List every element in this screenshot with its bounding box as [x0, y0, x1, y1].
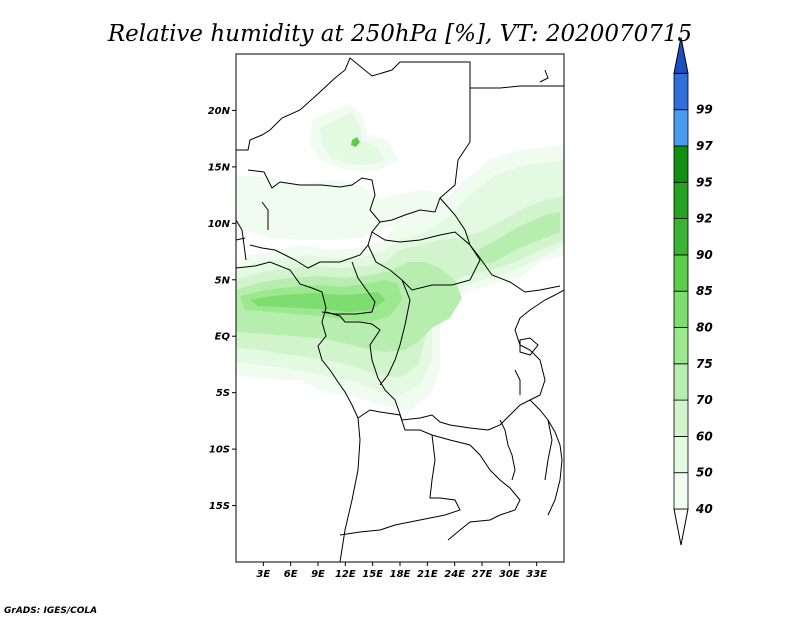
lon-tick-label: 24E	[444, 569, 465, 580]
lon-tick-label: 21E	[417, 569, 438, 580]
colorbar-label: 50	[696, 466, 713, 480]
border-car	[367, 231, 481, 291]
colorbar-label: 40	[695, 502, 713, 516]
colorbar-label: 99	[696, 103, 713, 117]
colorbar-label: 95	[696, 175, 713, 189]
colorbar-label: 92	[696, 212, 713, 226]
lon-tick-label: 6E	[284, 569, 298, 580]
grads-credit: GrADS: IGES/COLA	[4, 606, 97, 616]
rh-region-85	[351, 137, 360, 147]
colorbar-swatch	[673, 145, 689, 183]
colorbar-high-arrow	[673, 37, 689, 74]
colorbar-swatch	[673, 218, 689, 256]
border-cameroon	[321, 261, 376, 315]
lon-tick-label: 18E	[390, 569, 411, 580]
lon-tick-label: 3E	[256, 569, 270, 580]
lon-tick-label: 9E	[311, 569, 325, 580]
lon-tick-label: 12E	[335, 569, 356, 580]
border-north	[236, 57, 471, 151]
border-niger-nigeria	[247, 169, 381, 269]
lat-tick-label: 5S	[216, 388, 230, 399]
border-lakes	[499, 337, 553, 481]
border-drc-east	[379, 279, 411, 386]
border-tanzania	[529, 399, 563, 516]
colorbar-label: 75	[696, 357, 713, 371]
colorbar-swatch	[673, 472, 689, 510]
border-zambia	[431, 434, 521, 541]
rh-region-80	[250, 292, 385, 312]
border-angola	[339, 409, 461, 536]
colorbar-label: 60	[696, 429, 713, 443]
lat-tick-label: 15S	[209, 501, 230, 512]
lon-tick-label: 27E	[472, 569, 493, 580]
longitude-axis: 3E 6E 9E 12E 15E 18E 21E 24E 27E 30E 33E	[256, 562, 547, 580]
colorbar-swatch	[673, 363, 689, 401]
colorbar-label: 97	[696, 139, 713, 153]
lat-tick-label: 20N	[208, 106, 231, 117]
colorbar-swatch	[673, 327, 689, 365]
lon-tick-label: 33E	[526, 569, 547, 580]
colorbar-swatch	[673, 73, 689, 111]
colorbar-low-arrow	[673, 508, 689, 546]
lat-tick-label: 10S	[209, 445, 230, 456]
border-chad	[379, 110, 471, 223]
lat-tick-label: EQ	[215, 332, 231, 343]
colorbar-label: 80	[696, 321, 713, 335]
colorbar: 40 50 60 70 75 80 85 90 92 95 97 99	[673, 37, 713, 546]
border-east	[487, 289, 564, 431]
lon-tick-label: 30E	[499, 569, 520, 580]
country-borders	[236, 57, 564, 562]
rh-region-40-sahel	[236, 175, 450, 240]
colorbar-swatch	[673, 290, 689, 328]
coastline	[236, 261, 361, 562]
lat-tick-label: 15N	[208, 162, 231, 173]
rh-region-70-east	[478, 212, 560, 265]
border-congo	[325, 311, 489, 431]
latitude-axis: 20N 15N 10N 5N EQ 5S 10S 15S	[208, 106, 236, 512]
map-panel: 20N 15N 10N 5N EQ 5S 10S 15S 3E 6E 9E 12E 15E 18E 21E…	[208, 53, 565, 580]
colorbar-swatch	[673, 435, 689, 474]
rh-region-50-north	[320, 112, 385, 165]
colorbar-label: 90	[696, 248, 713, 262]
lon-tick-label: 15E	[362, 569, 383, 580]
colorbar-swatch	[673, 109, 689, 147]
lat-tick-label: 5N	[215, 275, 231, 286]
humidity-field	[236, 104, 564, 410]
border-sudan	[439, 197, 561, 293]
border-misc	[236, 69, 564, 261]
lat-tick-label: 10N	[208, 219, 231, 230]
colorbar-label: 85	[696, 284, 713, 298]
colorbar-label: 70	[696, 393, 713, 407]
figure-title: Relative humidity at 250hPa [%], VT: 202…	[107, 21, 692, 47]
colorbar-swatch	[673, 254, 689, 292]
colorbar-swatch	[673, 399, 689, 437]
colorbar-swatch	[673, 181, 689, 220]
